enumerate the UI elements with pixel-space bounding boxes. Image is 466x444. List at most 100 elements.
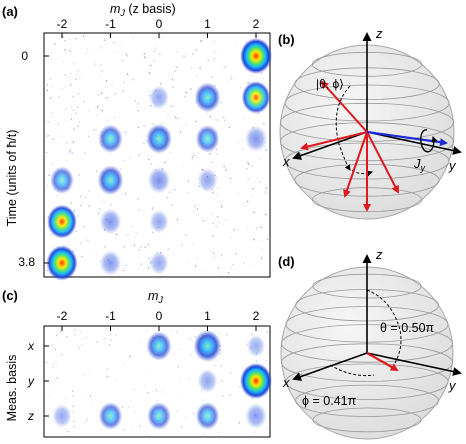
noise-speck: [82, 338, 83, 339]
panel-a-spot-mj1-row3: [197, 168, 217, 192]
noise-speck: [247, 227, 248, 228]
noise-speck: [214, 365, 215, 366]
panel-a-xtick--1: -1: [105, 17, 116, 31]
noise-speck: [240, 87, 241, 88]
noise-speck: [156, 390, 157, 391]
noise-speck: [152, 232, 153, 233]
noise-speck: [119, 42, 120, 43]
panel-c-xtick-0: 0: [156, 309, 163, 323]
noise-speck: [169, 192, 170, 193]
noise-speck: [191, 68, 192, 69]
noise-speck: [48, 396, 49, 397]
noise-speck: [196, 49, 197, 50]
noise-speck: [114, 118, 115, 119]
noise-speck: [246, 168, 247, 169]
noise-speck: [71, 114, 72, 115]
noise-speck: [86, 337, 87, 338]
noise-speck: [243, 118, 244, 119]
noise-speck: [263, 123, 264, 124]
noise-speck: [106, 328, 107, 329]
noise-speck: [193, 210, 194, 211]
panel-c-spot-mj1-z: [196, 402, 220, 430]
noise-speck: [147, 244, 148, 245]
noise-speck: [219, 333, 220, 334]
noise-speck: [211, 77, 212, 78]
noise-speck: [163, 111, 164, 112]
noise-speck: [182, 165, 183, 166]
noise-speck: [239, 422, 240, 423]
noise-speck: [52, 86, 53, 87]
noise-speck: [88, 110, 89, 111]
noise-speck: [54, 44, 55, 45]
noise-speck: [261, 257, 262, 258]
noise-speck: [208, 60, 209, 61]
noise-speck: [79, 348, 80, 349]
noise-speck: [234, 229, 235, 230]
noise-speck: [134, 412, 135, 413]
noise-speck: [77, 215, 78, 216]
panel-a-frame: [44, 33, 270, 277]
noise-speck: [70, 84, 71, 85]
panel-c-ytick-x: x: [27, 339, 35, 353]
panel-b-label-x: x: [282, 154, 290, 169]
noise-speck: [213, 223, 214, 224]
panel-c-xtick-2: 2: [253, 309, 260, 323]
noise-speck: [138, 110, 139, 111]
noise-speck: [219, 201, 220, 202]
panel-a-spot-mj1-row1: [195, 83, 221, 113]
panel-b-operator-sub: y: [420, 163, 426, 173]
noise-speck: [122, 407, 123, 408]
noise-speck: [85, 52, 86, 53]
panel-c-spot-mj1-y: [197, 369, 217, 393]
noise-speck: [144, 53, 145, 54]
noise-speck: [261, 240, 262, 241]
noise-speck: [114, 51, 115, 52]
noise-speck: [64, 40, 65, 41]
noise-speck: [52, 365, 53, 366]
panel-d-theta-label: θ = 0.50π: [380, 321, 435, 335]
panel-a-xtick-2: 2: [253, 17, 260, 31]
noise-speck: [50, 117, 51, 118]
noise-speck: [73, 142, 74, 143]
noise-speck: [123, 362, 124, 363]
panel-c-spot-mj-1-z: [99, 402, 123, 430]
panel-a-xtick--2: -2: [57, 17, 68, 31]
noise-speck: [254, 432, 255, 433]
noise-speck: [85, 421, 86, 422]
noise-speck: [121, 169, 122, 170]
noise-speck: [124, 82, 125, 83]
noise-speck: [141, 264, 142, 265]
noise-speck: [194, 206, 195, 207]
noise-speck: [148, 90, 149, 91]
panel-b: (b) z x y |θ, ϕ⟩ Jy: [278, 26, 460, 219]
noise-speck: [253, 188, 254, 189]
noise-speck: [88, 136, 89, 137]
noise-speck: [79, 78, 80, 79]
noise-speck: [203, 270, 204, 271]
noise-speck: [151, 164, 152, 165]
noise-speck: [200, 41, 201, 42]
panel-a-xtick-labels: -2 -1 0 1 2: [57, 17, 260, 31]
noise-speck: [182, 127, 183, 128]
panel-a-spot-mj-2-row4: [47, 205, 77, 239]
noise-speck: [72, 153, 73, 154]
noise-speck: [265, 214, 266, 215]
panel-a-xtick-1: 1: [204, 17, 211, 31]
noise-speck: [69, 39, 70, 40]
panel-a-xtick-0: 0: [156, 17, 163, 31]
noise-speck: [248, 82, 249, 83]
noise-speck: [190, 89, 191, 90]
noise-speck: [98, 213, 99, 214]
noise-speck: [210, 153, 211, 154]
noise-speck: [65, 49, 66, 50]
noise-speck: [74, 129, 75, 130]
panel-d: (d) z x y θ = 0.50π ϕ = 0.41π: [278, 247, 460, 439]
noise-speck: [86, 238, 87, 239]
panel-d-label-z: z: [375, 247, 383, 262]
noise-speck: [156, 400, 157, 401]
noise-speck: [101, 71, 102, 72]
panel-a-ylabel: Time (units of ħ/t): [5, 130, 19, 227]
noise-speck: [150, 65, 151, 66]
noise-speck: [239, 192, 240, 193]
noise-speck: [84, 226, 85, 227]
